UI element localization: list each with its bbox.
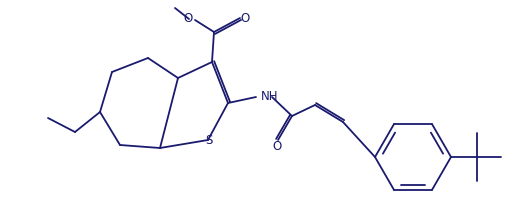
Text: O: O — [184, 11, 193, 25]
Text: O: O — [272, 139, 281, 152]
Text: O: O — [240, 13, 249, 25]
Text: S: S — [205, 135, 213, 147]
Text: NH: NH — [261, 91, 278, 103]
